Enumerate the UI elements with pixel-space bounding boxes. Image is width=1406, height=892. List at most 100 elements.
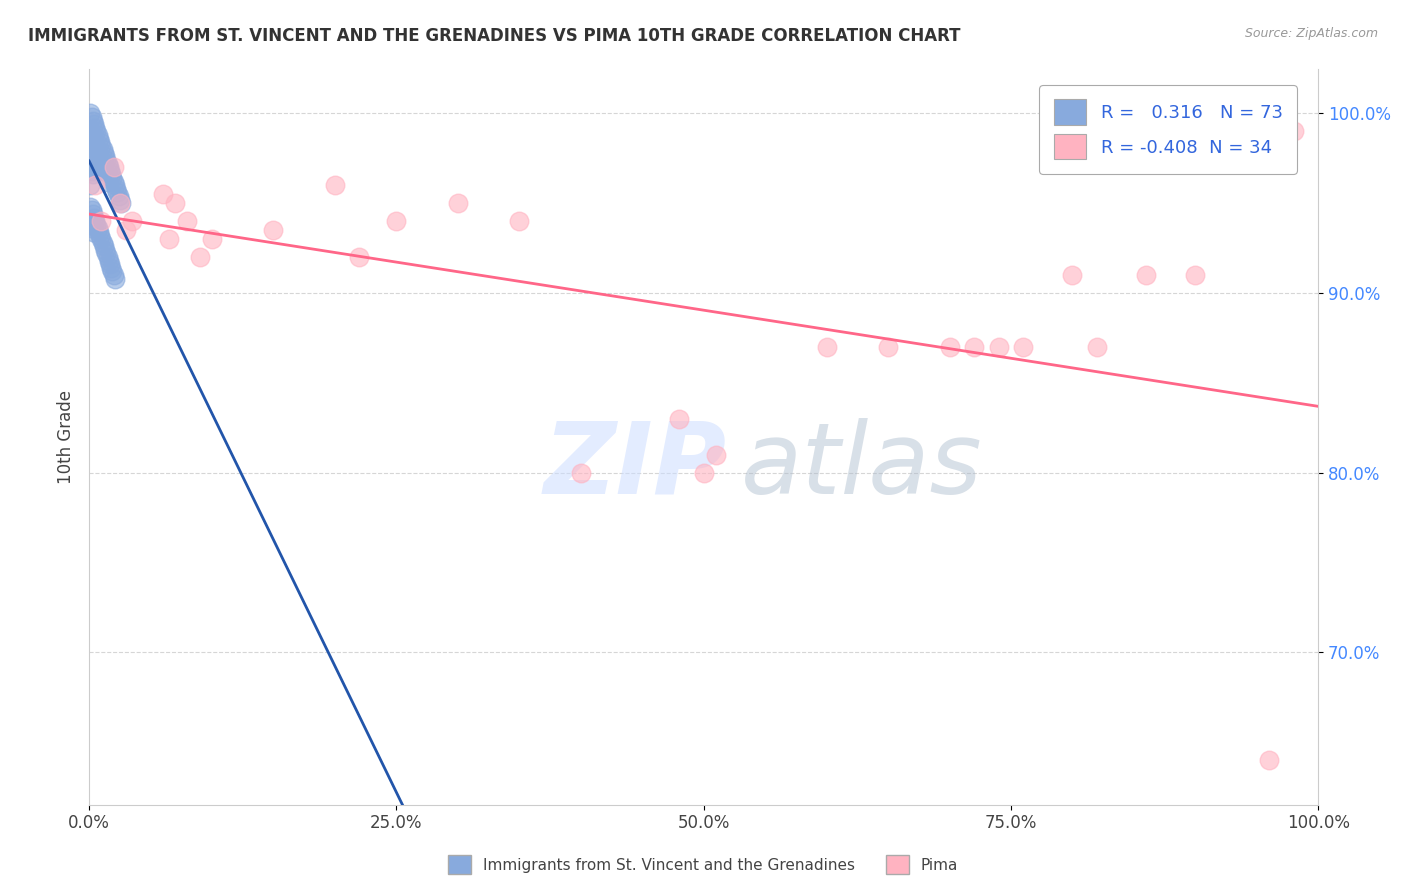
Point — [82, 207, 104, 221]
Point — [94, 149, 117, 163]
Point — [82, 113, 104, 128]
Point — [97, 161, 120, 175]
Point — [79, 178, 101, 193]
Point — [98, 257, 121, 271]
Point — [963, 340, 986, 354]
Point — [569, 466, 592, 480]
Point — [877, 340, 900, 354]
Point — [84, 214, 107, 228]
Point — [79, 124, 101, 138]
Point — [83, 117, 105, 131]
Point — [508, 214, 530, 228]
Point — [107, 189, 129, 203]
Point — [90, 156, 112, 170]
Point — [87, 225, 110, 239]
Point — [93, 164, 115, 178]
Point — [90, 138, 112, 153]
Point — [86, 221, 108, 235]
Point — [80, 145, 103, 160]
Point — [83, 135, 105, 149]
Point — [103, 175, 125, 189]
Point — [83, 211, 105, 225]
Point — [82, 168, 104, 182]
Point — [115, 223, 138, 237]
Point — [79, 106, 101, 120]
Point — [110, 196, 132, 211]
Point — [93, 145, 115, 160]
Point — [165, 196, 187, 211]
Point — [87, 131, 110, 145]
Point — [349, 250, 371, 264]
Point — [938, 340, 960, 354]
Point — [101, 171, 124, 186]
Point — [82, 225, 104, 239]
Point — [108, 193, 131, 207]
Point — [103, 268, 125, 282]
Point — [86, 145, 108, 160]
Legend: Immigrants from St. Vincent and the Grenadines, Pima: Immigrants from St. Vincent and the Gren… — [441, 849, 965, 880]
Text: IMMIGRANTS FROM ST. VINCENT AND THE GRENADINES VS PIMA 10TH GRADE CORRELATION CH: IMMIGRANTS FROM ST. VINCENT AND THE GREN… — [28, 27, 960, 45]
Point — [1135, 268, 1157, 282]
Point — [96, 250, 118, 264]
Point — [176, 214, 198, 228]
Point — [80, 128, 103, 142]
Point — [89, 135, 111, 149]
Point — [323, 178, 346, 193]
Point — [90, 214, 112, 228]
Point — [201, 232, 224, 246]
Point — [98, 164, 121, 178]
Point — [104, 178, 127, 193]
Point — [262, 223, 284, 237]
Text: Source: ZipAtlas.com: Source: ZipAtlas.com — [1244, 27, 1378, 40]
Point — [668, 411, 690, 425]
Y-axis label: 10th Grade: 10th Grade — [58, 390, 75, 483]
Point — [1282, 124, 1305, 138]
Point — [385, 214, 408, 228]
Point — [93, 239, 115, 253]
Point — [105, 186, 128, 200]
Point — [121, 214, 143, 228]
Point — [96, 246, 118, 260]
Point — [84, 138, 107, 153]
Point — [89, 228, 111, 243]
Point — [987, 340, 1010, 354]
Point — [80, 164, 103, 178]
Point — [82, 131, 104, 145]
Point — [1062, 268, 1084, 282]
Point — [96, 153, 118, 167]
Point — [90, 232, 112, 246]
Point — [704, 448, 727, 462]
Legend: R =   0.316   N = 73, R = -0.408  N = 34: R = 0.316 N = 73, R = -0.408 N = 34 — [1039, 85, 1296, 174]
Point — [97, 253, 120, 268]
Point — [96, 175, 118, 189]
Point — [79, 142, 101, 156]
Point — [152, 187, 174, 202]
Point — [1258, 753, 1281, 767]
Point — [80, 203, 103, 218]
Point — [80, 221, 103, 235]
Point — [84, 120, 107, 135]
Point — [82, 149, 104, 163]
Point — [1184, 268, 1206, 282]
Point — [96, 156, 118, 170]
Point — [84, 156, 107, 170]
Point — [103, 161, 125, 175]
Point — [692, 466, 714, 480]
Point — [188, 250, 211, 264]
Point — [94, 243, 117, 257]
Point — [104, 271, 127, 285]
Point — [84, 178, 107, 193]
Point — [86, 142, 108, 156]
Point — [815, 340, 838, 354]
Text: atlas: atlas — [741, 417, 983, 515]
Point — [91, 235, 114, 250]
Point — [105, 182, 128, 196]
Point — [157, 232, 180, 246]
Point — [100, 260, 122, 275]
Text: ZIP: ZIP — [544, 417, 727, 515]
Point — [79, 161, 101, 175]
Point — [100, 168, 122, 182]
Point — [89, 153, 111, 167]
Point — [1012, 340, 1035, 354]
Point — [86, 128, 108, 142]
